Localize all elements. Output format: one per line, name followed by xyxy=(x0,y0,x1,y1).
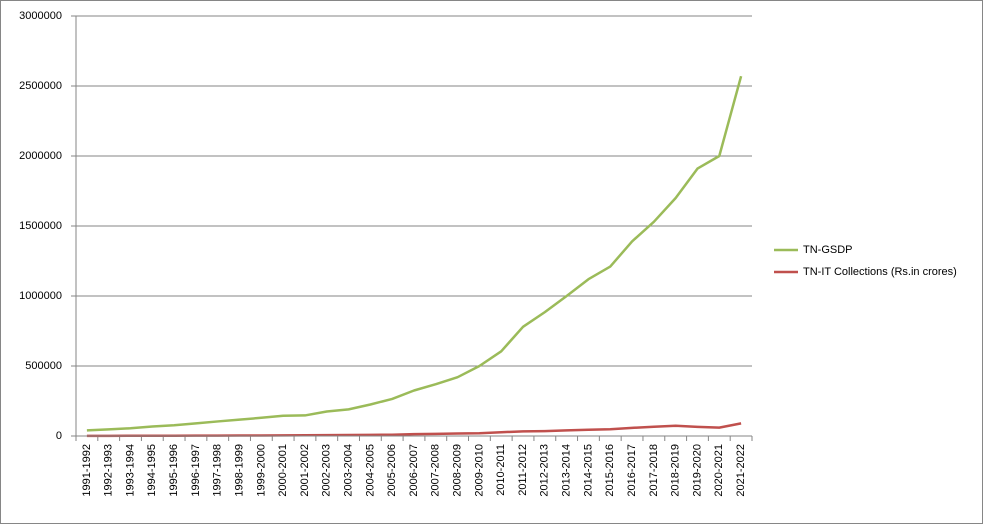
x-tick-label: 2019-2020 xyxy=(691,444,703,497)
x-tick-label: 2010-2011 xyxy=(495,444,507,496)
x-tick-label: 1999-2000 xyxy=(255,444,267,497)
y-tick-label: 0 xyxy=(56,430,62,442)
x-tick-label: 2015-2016 xyxy=(604,444,616,497)
x-tick-label: 2003-2004 xyxy=(342,444,354,497)
x-tick-label: 1998-1999 xyxy=(233,444,245,497)
x-tick-label: 2012-2013 xyxy=(539,444,551,497)
x-tick-label: 2013-2014 xyxy=(561,444,573,497)
x-tick-label: 2006-2007 xyxy=(408,444,420,497)
y-tick-label: 1500000 xyxy=(19,220,62,232)
x-tick-label: 2018-2019 xyxy=(670,444,682,497)
x-tick-label: 2011-2012 xyxy=(517,444,529,496)
x-tick-label: 2002-2003 xyxy=(321,444,333,497)
legend-label: TN-GSDP xyxy=(803,244,853,256)
x-tick-label: 1991-1992 xyxy=(81,444,93,497)
x-tick-label: 1992-1993 xyxy=(103,444,115,497)
x-tick-label: 2017-2018 xyxy=(648,444,660,497)
y-tick-label: 1000000 xyxy=(19,290,62,302)
x-tick-label: 2014-2015 xyxy=(582,444,594,497)
y-tick-label: 2500000 xyxy=(19,80,62,92)
x-tick-label: 2007-2008 xyxy=(430,444,442,497)
y-tick-label: 3000000 xyxy=(19,10,62,22)
x-tick-label: 1994-1995 xyxy=(146,444,158,497)
x-tick-label: 1993-1994 xyxy=(124,444,136,497)
x-tick-label: 1995-1996 xyxy=(168,444,180,497)
x-tick-label: 2005-2006 xyxy=(386,444,398,497)
x-tick-label: 2021-2022 xyxy=(735,444,747,497)
x-tick-label: 2001-2002 xyxy=(299,444,311,497)
legend-label: TN-IT Collections (Rs.in crores) xyxy=(803,266,957,278)
x-tick-label: 2004-2005 xyxy=(364,444,376,497)
y-tick-label: 2000000 xyxy=(19,150,62,162)
x-tick-label: 1996-1997 xyxy=(190,444,202,497)
x-tick-label: 2000-2001 xyxy=(277,444,289,497)
x-tick-label: 2020-2021 xyxy=(713,444,725,497)
series-line xyxy=(86,75,743,432)
x-tick-label: 2016-2017 xyxy=(626,444,638,497)
x-tick-label: 1997-1998 xyxy=(212,444,224,497)
x-tick-label: 2008-2009 xyxy=(452,444,464,497)
y-tick-label: 500000 xyxy=(25,360,62,372)
x-tick-label: 2009-2010 xyxy=(473,444,485,497)
